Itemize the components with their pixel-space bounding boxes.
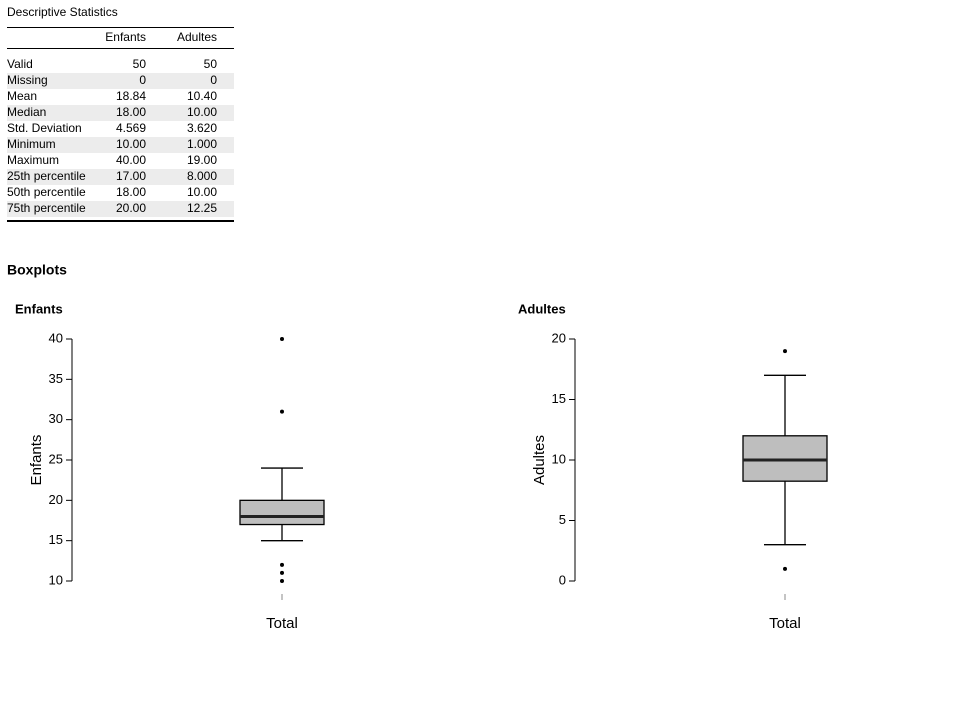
row-label: Valid [7, 57, 33, 71]
row-label: Median [7, 105, 46, 119]
table-cell: 18.00 [116, 105, 146, 119]
row-stripe [7, 105, 234, 121]
y-tick-label: 0 [559, 572, 566, 587]
y-tick-label: 40 [49, 330, 63, 345]
row-label: 25th percentile [7, 169, 86, 183]
row-label: Missing [7, 73, 48, 87]
chart-title: Enfants [15, 301, 63, 316]
outlier [783, 566, 787, 571]
table-cell: 50 [204, 57, 218, 71]
outlier [280, 579, 284, 583]
y-tick-label: 20 [49, 492, 63, 507]
table-cell: 12.25 [187, 201, 217, 215]
table-cell: 20.00 [116, 201, 146, 215]
outlier [280, 570, 284, 575]
row-stripe [7, 137, 234, 153]
row-stripe [7, 73, 234, 89]
row-stripe [7, 169, 234, 185]
table-cell: 4.569 [116, 121, 146, 135]
table-cell: 0 [139, 73, 146, 87]
section-title: Boxplots [7, 262, 67, 278]
table-cell: 1.000 [187, 137, 217, 151]
table-cell: 17.00 [116, 169, 146, 183]
row-label: 75th percentile [7, 201, 86, 215]
y-axis-label: Enfants [28, 435, 45, 486]
box [742, 435, 828, 482]
row-label: Std. Deviation [7, 121, 82, 135]
outlier [783, 349, 787, 354]
outlier [280, 409, 284, 414]
row-label: Mean [7, 89, 37, 103]
row-stripe [7, 201, 234, 217]
table-title: Descriptive Statistics [7, 5, 118, 19]
y-tick-label: 35 [49, 371, 63, 386]
table-cell: 10.00 [187, 105, 217, 119]
chart-title: Adultes [518, 301, 566, 316]
y-axis-label: Adultes [531, 435, 548, 485]
y-tick-label: 15 [552, 391, 566, 406]
y-tick-label: 30 [49, 411, 63, 426]
box [239, 499, 325, 526]
x-tick-label: Total [266, 615, 298, 632]
table-cell: 0 [210, 73, 217, 87]
outlier [280, 562, 284, 567]
table-cell: 10.00 [116, 137, 146, 151]
table-cell: 10.00 [187, 185, 217, 199]
x-tick-label: Total [769, 615, 801, 632]
column-header: Enfants [105, 30, 146, 44]
y-tick-label: 10 [552, 451, 566, 466]
y-tick-label: 15 [49, 532, 63, 547]
outlier [280, 337, 284, 341]
y-tick-label: 5 [559, 512, 566, 527]
row-label: 50th percentile [7, 185, 86, 199]
table-cell: 10.40 [187, 89, 217, 103]
row-label: Minimum [7, 137, 56, 151]
table-cell: 19.00 [187, 153, 217, 167]
y-tick-label: 10 [49, 572, 63, 587]
column-header: Adultes [177, 30, 217, 44]
table-cell: 18.84 [116, 89, 146, 103]
y-tick-label: 25 [49, 451, 63, 466]
row-label: Maximum [7, 153, 59, 167]
table-cell: 8.000 [187, 169, 217, 183]
table-cell: 40.00 [116, 153, 146, 167]
y-tick-label: 20 [552, 330, 566, 345]
table-cell: 3.620 [187, 121, 217, 135]
table-cell: 50 [133, 57, 147, 71]
table-cell: 18.00 [116, 185, 146, 199]
